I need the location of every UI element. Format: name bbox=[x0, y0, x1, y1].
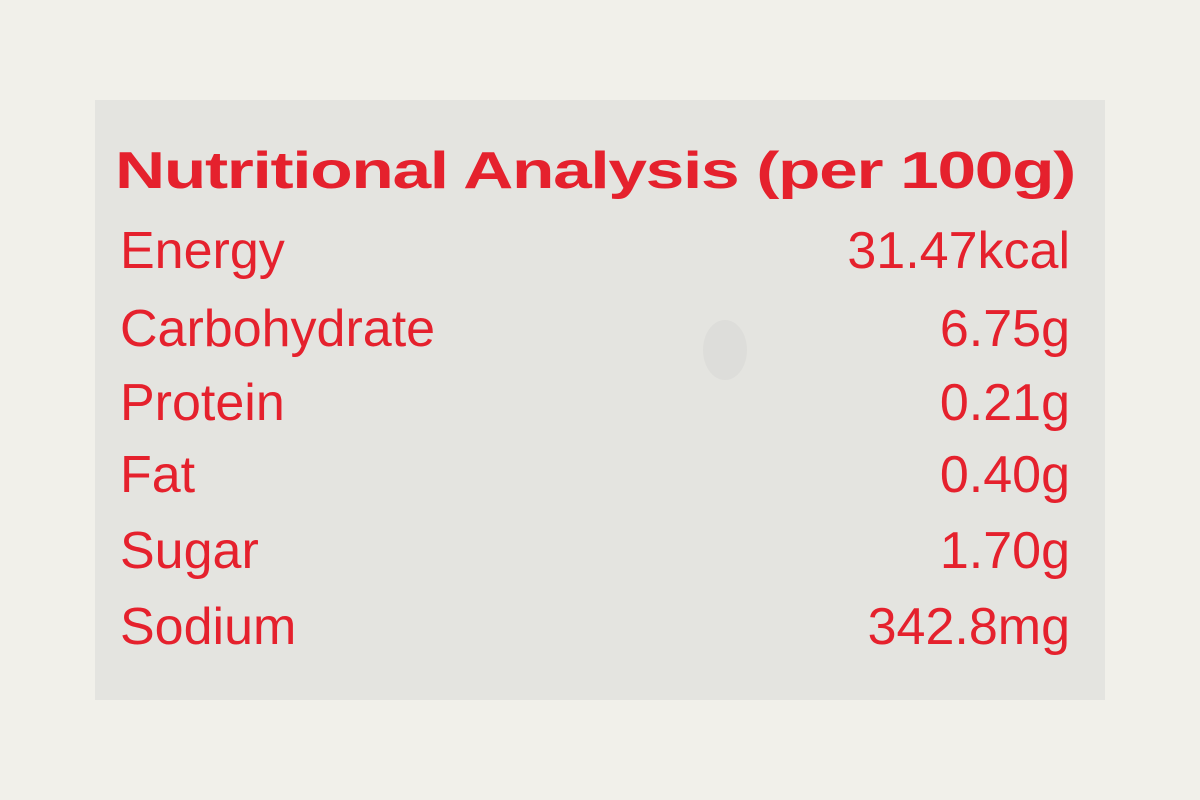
nutrient-name: Sugar bbox=[120, 522, 259, 580]
label-panel bbox=[95, 100, 1105, 700]
nutrient-name: Protein bbox=[120, 374, 285, 432]
nutrient-name: Sodium bbox=[120, 598, 296, 656]
smudge bbox=[703, 320, 747, 380]
nutrient-amount: 0.40g bbox=[940, 446, 1070, 504]
nutrient-name: Carbohydrate bbox=[120, 300, 435, 358]
nutrient-name: Energy bbox=[120, 222, 285, 280]
nutrient-name: Fat bbox=[120, 446, 196, 504]
nutrient-rows: Energy 31.47kcal Carbohydrate 6.75g Protein 0… bbox=[120, 222, 1070, 656]
nutrient-amount: 0.21g bbox=[940, 374, 1070, 432]
nutrient-amount: 1.70g bbox=[940, 522, 1070, 580]
nutrient-amount: 342.8mg bbox=[868, 598, 1070, 656]
nutrient-amount: 6.75g bbox=[940, 300, 1070, 358]
nutrient-amount: 31.47kcal bbox=[847, 222, 1070, 280]
label-title: Nutritional Analysis (per 100g) bbox=[115, 142, 1075, 200]
